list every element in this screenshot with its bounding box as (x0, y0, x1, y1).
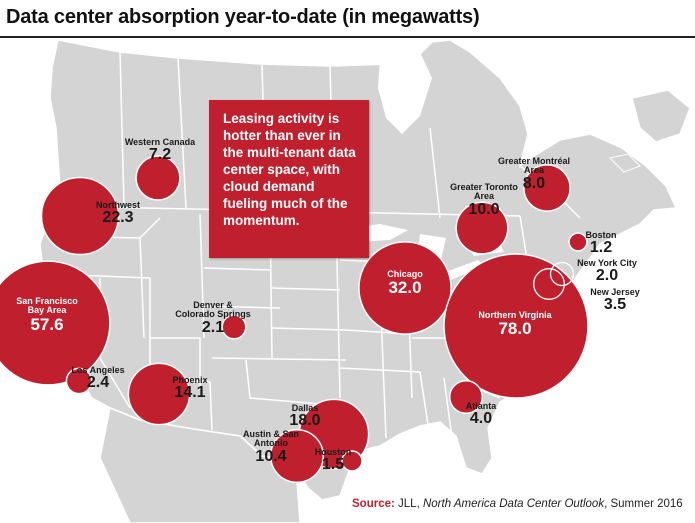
market-label-austin: Austin & San Antonio 10.4 (239, 429, 303, 466)
market-name: Greater Toronto Area (450, 182, 518, 202)
market-marker-denver (221, 314, 247, 340)
market-marker-northwest (40, 176, 120, 256)
market-marker-boston (568, 232, 588, 252)
market-marker-new-york (549, 261, 575, 287)
source-note: Source: JLL, North America Data Center O… (352, 498, 683, 510)
market-label-san-francisco: San Francisco Bay Area 57.6 (7, 296, 87, 334)
market-value: 14.1 (174, 384, 206, 402)
market-label-houston: Houston 1.5 (314, 447, 352, 474)
source-publication: North America Data Center Outlook (422, 498, 605, 510)
market-value: 7.2 (148, 146, 172, 164)
market-marker-atlanta (448, 379, 484, 415)
market-name: Greater Montréal Area (497, 156, 571, 176)
market-name: Phoenix (172, 375, 208, 385)
source-org: JLL, (398, 498, 420, 510)
market-value: 1.5 (321, 456, 345, 474)
market-value: 18.0 (289, 412, 321, 430)
source-edition: , Summer 2016 (604, 498, 683, 510)
market-name: Chicago (387, 269, 423, 279)
market-value: 1.2 (589, 239, 613, 257)
market-label-atlanta: Atlanta 4.0 (465, 401, 497, 428)
market-name: Houston (314, 447, 352, 457)
gulf-island-landmass (609, 153, 641, 173)
market-marker-new-jersey (533, 268, 565, 300)
market-label-new-jersey: New Jersey 3.5 (590, 287, 640, 314)
market-value: 10.4 (255, 447, 287, 465)
market-marker-houston (341, 450, 363, 472)
market-label-los-angeles: Los Angeles 2.4 (71, 365, 125, 392)
market-value: 10.0 (468, 200, 500, 218)
market-value: 4.0 (469, 410, 493, 428)
market-marker-montreal (523, 164, 571, 212)
market-value: 2.4 (86, 374, 110, 392)
market-label-montreal: Greater Montréal Area 8.0 (496, 156, 572, 193)
market-value: 3.5 (603, 296, 627, 314)
market-marker-northern-virginia (443, 253, 589, 399)
market-name: Western Canada (124, 137, 196, 147)
market-name: Denver & Colorado Springs (175, 300, 251, 320)
market-value: 78.0 (498, 319, 532, 339)
market-name: Austin & San Antonio (242, 429, 299, 449)
market-label-boston: Boston 1.2 (585, 230, 617, 257)
market-name: New Jersey (590, 287, 640, 297)
market-name: New York City (577, 258, 637, 268)
market-name: Atlanta (465, 401, 497, 411)
market-name: Boston (585, 230, 617, 240)
map-area: Leasing activity is hotter than ever in … (0, 38, 695, 523)
hudson-bay (378, 52, 432, 134)
market-marker-toronto (455, 201, 509, 255)
market-value: 2.1 (201, 318, 225, 336)
market-label-chicago: Chicago 32.0 (387, 269, 423, 298)
market-marker-chicago (358, 241, 452, 335)
market-label-toronto: Greater Toronto Area 10.0 (449, 182, 519, 219)
newfoundland-landmass (631, 89, 691, 143)
market-marker-los-angeles (65, 367, 93, 395)
market-value: 2.0 (595, 267, 619, 285)
title-divider (0, 36, 695, 38)
source-label: Source: (352, 498, 395, 510)
market-name: Los Angeles (71, 365, 125, 375)
market-name: Dallas (291, 403, 319, 413)
market-label-northern-virginia: Northern Virginia 78.0 (478, 310, 552, 339)
market-label-new-york: New York City 2.0 (577, 258, 637, 285)
market-label-western-canada: Western Canada 7.2 (124, 137, 196, 164)
market-marker-western-canada (135, 155, 181, 201)
market-label-denver: Denver & Colorado Springs 2.1 (173, 300, 253, 337)
market-marker-phoenix (127, 362, 191, 426)
market-name: San Francisco Bay Area (16, 296, 78, 316)
callout-box: Leasing activity is hotter than ever in … (209, 100, 369, 258)
map-title: Data center absorption year-to-date (in … (6, 6, 480, 28)
market-marker-san-francisco (0, 260, 111, 386)
lake-erie (440, 260, 484, 282)
market-value: 32.0 (388, 278, 422, 298)
market-label-northwest: Northwest 22.3 (95, 200, 141, 227)
market-value: 8.0 (522, 174, 546, 192)
market-name: Northwest (95, 200, 141, 210)
market-marker-austin (269, 428, 325, 484)
market-label-dallas: Dallas 18.0 (289, 403, 321, 430)
market-value: 22.3 (102, 209, 134, 227)
market-name: Northern Virginia (478, 310, 552, 320)
market-value: 57.6 (30, 314, 64, 334)
market-label-phoenix: Phoenix 14.1 (172, 375, 208, 402)
